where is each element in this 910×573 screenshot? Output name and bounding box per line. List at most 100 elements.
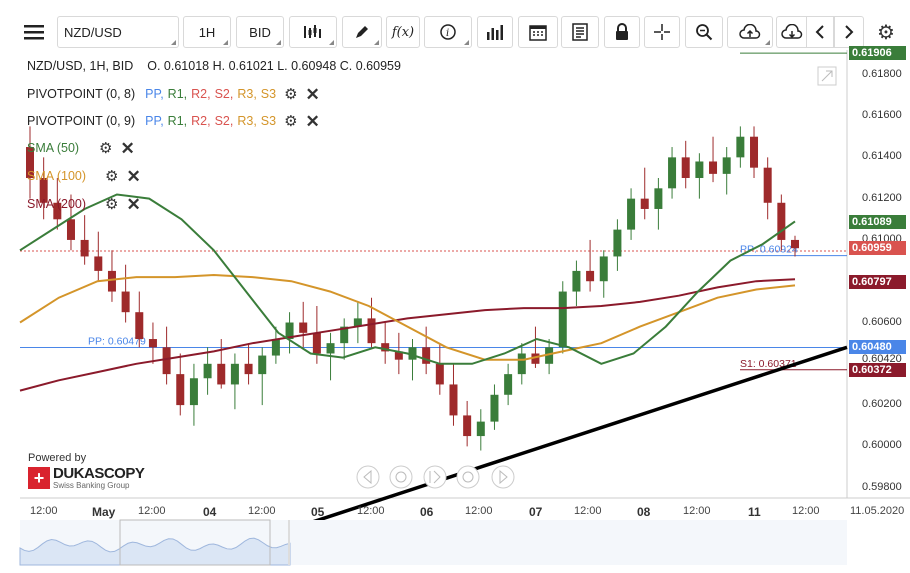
candle-body: [39, 178, 48, 203]
branding: Powered by + DUKASCOPY Swiss Banking Gro…: [28, 452, 145, 490]
chevron-left-icon: [815, 25, 824, 39]
volume-button[interactable]: [477, 16, 513, 48]
candle-body: [435, 363, 444, 385]
ohlc-title: NZD/USD, 1H, BID: [27, 59, 134, 73]
scroll-left-button[interactable]: [806, 16, 834, 48]
pivot-level-label: PP: 0.60924: [740, 244, 798, 256]
gear-icon[interactable]: ⚙: [105, 168, 119, 185]
x-tick-label: 04: [203, 505, 217, 519]
sma50-line: [19, 193, 796, 365]
bar-chart-icon: [487, 25, 503, 40]
pivot-name: PIVOTPOINT (0, 8): [27, 87, 136, 101]
navigator-series: [19, 537, 291, 566]
scroll-right-button[interactable]: [834, 16, 864, 48]
powered-by-label: Powered by: [28, 452, 87, 464]
calendar-button[interactable]: [518, 16, 558, 48]
plot-background: [20, 50, 847, 498]
candle-body: [709, 161, 718, 174]
symbol-select[interactable]: NZD/USD: [57, 16, 179, 48]
nav-zoom-in-button[interactable]: [456, 465, 480, 489]
toolbar: NZD/USD 1H BID f(x) i: [0, 0, 910, 50]
triangle-right-icon: [499, 469, 508, 485]
x-tick-label: 12:00: [248, 505, 276, 517]
candle-body: [353, 318, 362, 327]
nav-back-button[interactable]: [356, 465, 380, 489]
nav-reset-button[interactable]: [423, 465, 447, 489]
chart-type-button[interactable]: [289, 16, 337, 48]
nav-zoom-out-button[interactable]: [389, 465, 413, 489]
close-icon[interactable]: ✕: [126, 166, 141, 186]
news-button[interactable]: [561, 16, 599, 48]
candle-body: [189, 378, 198, 406]
gear-icon[interactable]: ⚙: [284, 113, 298, 130]
dropdown-corner-icon: [765, 40, 770, 45]
expand-button[interactable]: [817, 66, 837, 86]
x-tick-label: 11: [748, 505, 761, 519]
candles: [26, 126, 799, 451]
close-icon[interactable]: ✕: [305, 111, 320, 131]
close-icon[interactable]: ✕: [126, 194, 141, 214]
candle-body: [476, 421, 485, 437]
swiss-cross-icon: +: [28, 467, 50, 489]
candle-body: [545, 347, 554, 364]
x-tick-label: 12:00: [357, 505, 385, 517]
document-icon: [572, 23, 588, 41]
indicators-button[interactable]: f(x): [386, 16, 420, 48]
pivot-pp-label: PP,: [145, 114, 164, 128]
close-icon[interactable]: ✕: [305, 84, 320, 104]
menu-button[interactable]: [16, 16, 52, 48]
navigator-window[interactable]: [119, 519, 271, 566]
pivot-r3-label: R3,: [237, 87, 257, 101]
candle-body: [299, 322, 308, 333]
candle-body: [367, 318, 376, 344]
candle-body: [394, 351, 403, 360]
timeframe-select[interactable]: 1H: [183, 16, 231, 48]
price-tag: 0.61906: [849, 45, 906, 60]
lock-icon: [616, 23, 628, 40]
upload-button[interactable]: [727, 16, 773, 48]
lock-button[interactable]: [604, 16, 640, 48]
pivot-legend-1: PIVOTPOINT (0, 8) PP, R1, R2, S2, R3, S3…: [27, 84, 320, 104]
trendline[interactable]: [309, 345, 848, 525]
expand-icon: [821, 70, 833, 82]
navigator-handle[interactable]: [288, 520, 290, 565]
x-tick-label: 11.05.2020: [850, 505, 905, 517]
pivot-s3-label: S3: [260, 114, 277, 128]
candle-body: [230, 363, 239, 385]
dropdown-corner-icon: [329, 40, 334, 45]
gear-icon[interactable]: ⚙: [284, 86, 298, 103]
candle-body: [340, 326, 349, 344]
draw-tool-button[interactable]: [342, 16, 382, 48]
chart-navigator: [356, 465, 515, 489]
candle-body: [422, 347, 431, 364]
pivot-level-label: R1: 0.61905: [740, 50, 797, 53]
zoom-icon: [696, 24, 713, 41]
price-tag: 0.60480: [849, 340, 906, 355]
gear-icon[interactable]: ⚙: [99, 140, 113, 157]
close-icon[interactable]: ✕: [120, 138, 135, 158]
candle-body: [217, 363, 226, 385]
info-button[interactable]: i: [424, 16, 472, 48]
x-tick-label: 12:00: [138, 505, 166, 517]
zoom-button[interactable]: [685, 16, 723, 48]
candle-body: [53, 202, 62, 220]
gear-icon[interactable]: ⚙: [105, 196, 119, 213]
candle-body: [285, 322, 294, 340]
x-tick-label: 05: [311, 505, 325, 519]
settings-button[interactable]: ⚙: [868, 16, 904, 48]
candle-body: [258, 355, 267, 375]
candle-body: [463, 415, 472, 437]
candle-body: [326, 343, 335, 354]
price-type-select[interactable]: BID: [236, 16, 284, 48]
nav-forward-button[interactable]: [491, 465, 515, 489]
candle-body: [121, 291, 130, 313]
x-tick-label: 07: [529, 505, 543, 519]
candle-body: [517, 353, 526, 375]
x-tick-label: 12:00: [683, 505, 711, 517]
dropdown-corner-icon: [464, 40, 469, 45]
download-button[interactable]: [776, 16, 806, 48]
crosshair-button[interactable]: [644, 16, 680, 48]
